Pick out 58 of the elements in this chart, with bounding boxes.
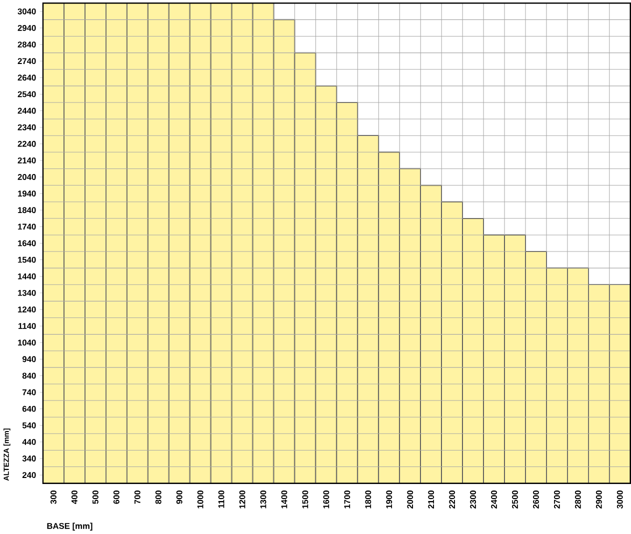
y-tick-label: 1840 [18, 207, 36, 214]
x-tick-label: 2000 [407, 490, 414, 508]
y-tick-label: 1540 [18, 256, 36, 263]
y-tick-label: 2240 [18, 140, 36, 147]
y-tick-label: 2140 [18, 157, 36, 164]
x-tick-label: 2100 [428, 490, 434, 508]
x-tick-label: 1300 [260, 490, 266, 508]
x-tick-label: 1600 [323, 490, 330, 508]
x-tick-label: 600 [113, 490, 120, 504]
y-tick-label: 540 [22, 422, 36, 428]
y-tick-label: 940 [22, 356, 36, 362]
y-tick-label: 640 [22, 406, 36, 412]
x-tick-label: 1700 [344, 490, 350, 508]
y-tick-label: 1640 [18, 240, 36, 246]
x-tick-label: 2400 [491, 490, 497, 508]
y-tick-label: 1940 [18, 190, 36, 196]
x-tick-label: 2600 [533, 490, 539, 508]
y-tick-label: 2940 [18, 24, 36, 31]
y-tick-label: 2740 [18, 58, 36, 64]
y-tick-label: 340 [22, 456, 36, 462]
x-tick-label: 900 [176, 490, 182, 504]
y-tick-label: 2840 [18, 42, 36, 48]
x-tick-label: 1200 [239, 490, 246, 508]
x-tick-label: 2300 [470, 490, 476, 508]
x-tick-label: 2800 [574, 490, 581, 508]
x-tick-label: 800 [155, 490, 162, 504]
y-tick-label: 1140 [18, 323, 36, 329]
x-tick-label: 300 [50, 490, 56, 504]
y-tick-label: 2440 [18, 108, 36, 114]
x-tick-label: 2700 [554, 490, 560, 508]
y-tick-label: 2340 [18, 124, 36, 130]
x-tick-label: 400 [71, 490, 78, 504]
x-tick-label: 1100 [218, 490, 224, 508]
y-tick-label: 440 [22, 438, 36, 445]
y-tick-label: 2040 [18, 174, 36, 180]
y-tick-label: 1040 [18, 340, 36, 346]
y-tick-label: 240 [22, 472, 36, 478]
x-tick-label: 1900 [386, 490, 392, 508]
y-tick-label: 1740 [18, 224, 36, 230]
x-tick-label: 2500 [512, 490, 518, 508]
x-tick-label: 1000 [197, 490, 204, 508]
x-tick-label: 1800 [365, 490, 372, 508]
x-tick-label: 1500 [302, 490, 308, 508]
y-tick-label: 1440 [18, 273, 36, 280]
y-tick-label: 2640 [18, 74, 36, 81]
x-tick-label: 2200 [449, 490, 456, 508]
x-axis-title: BASE [mm] [47, 522, 92, 531]
y-tick-label: 1240 [18, 306, 36, 312]
y-tick-label: 1340 [18, 290, 36, 296]
y-tick-label: 3040 [18, 8, 36, 14]
x-tick-label: 1400 [281, 490, 288, 508]
y-tick-label: 740 [22, 389, 36, 396]
y-tick-label: 2540 [18, 91, 36, 98]
x-tick-label: 700 [134, 490, 140, 504]
y-tick-label: 840 [22, 372, 36, 379]
x-tick-label: 3000 [616, 490, 623, 509]
x-tick-label: 500 [92, 490, 98, 504]
x-tick-label: 2900 [596, 490, 602, 508]
